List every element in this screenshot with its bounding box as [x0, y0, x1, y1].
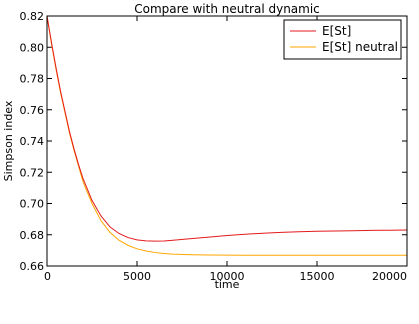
x-tick-label: 15000 — [300, 270, 335, 283]
legend-label: E[St] — [322, 24, 351, 38]
y-tick-label: 0.76 — [20, 104, 45, 117]
x-tick-label: 5000 — [123, 270, 151, 283]
series-line — [46, 15, 408, 242]
y-tick-label: 0.82 — [20, 10, 45, 23]
y-tick-label: 0.72 — [20, 166, 45, 179]
axis-ticks: 0 5000 10000 15000 20000 0.66 0.68 0.70 0.72 0.74… — [20, 10, 408, 283]
y-axis-label: Simpson index — [2, 100, 15, 181]
x-axis-label: time — [215, 278, 240, 291]
y-tick-label: 0.74 — [20, 135, 45, 148]
plot-frame — [46, 15, 408, 267]
series-lines — [46, 15, 408, 256]
x-tick-label: 10000 — [210, 270, 245, 283]
legend-label: E[St] neutral — [322, 40, 398, 54]
x-tick-label: 20000 — [372, 270, 407, 283]
y-tick-label: 0.70 — [20, 198, 45, 211]
legend-box — [283, 19, 402, 60]
chart-title: Compare with neutral dynamic — [134, 2, 320, 16]
legend: E[St] E[St] neutral — [283, 19, 402, 60]
y-tick-label: 0.68 — [20, 229, 45, 242]
y-tick-label: 0.78 — [20, 73, 45, 86]
y-tick-label: 0.80 — [20, 41, 45, 54]
y-tick-label: 0.66 — [20, 260, 45, 273]
x-tick-label: 0 — [44, 270, 51, 283]
